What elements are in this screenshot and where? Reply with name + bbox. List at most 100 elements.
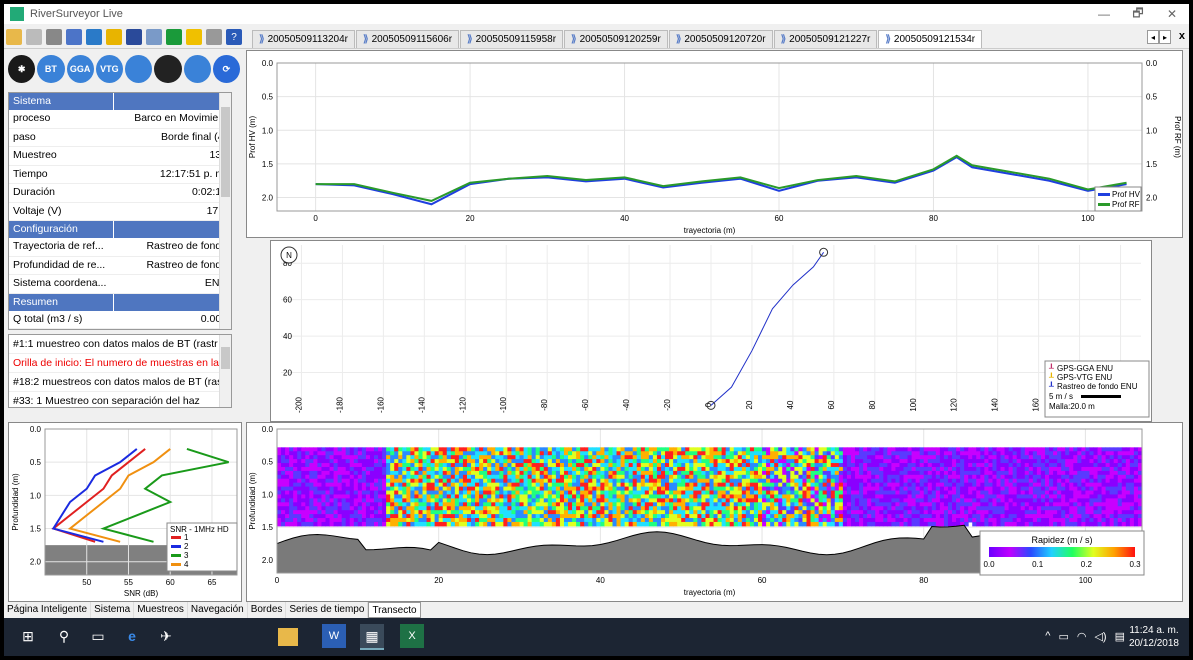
velocity-cell <box>277 463 282 468</box>
message-item[interactable]: Orilla de inicio: El numero de muestras … <box>9 354 231 373</box>
velocity-cell <box>349 466 355 472</box>
velocity-cell <box>543 490 549 495</box>
property-row[interactable]: Tiempo 12:17:51 p. m. <box>9 166 231 184</box>
property-row[interactable]: Sistema coordena... ENU <box>9 275 231 294</box>
sun-icon[interactable] <box>186 29 202 45</box>
velocity-cell <box>426 482 432 488</box>
property-row[interactable]: paso Borde final (4) <box>9 129 231 147</box>
grid-icon[interactable] <box>66 29 82 45</box>
tab-20050509115606r[interactable]: ⟫ 20050509115606r <box>356 30 460 48</box>
bottom-tab-bordes[interactable]: Bordes <box>248 602 287 618</box>
velocity-cell <box>697 455 702 460</box>
chevron-up-icon[interactable]: ^ <box>1045 630 1051 642</box>
message-scrollbar[interactable] <box>219 335 231 407</box>
edge-icon[interactable]: e <box>128 628 136 644</box>
velocity-cell <box>903 494 909 499</box>
property-scrollbar[interactable] <box>219 93 231 329</box>
tab-20050509120720r[interactable]: ⟫ 20050509120720r <box>668 30 773 48</box>
velocity-cell <box>758 506 763 511</box>
velocity-cell <box>458 518 464 523</box>
velocity-cell <box>729 478 735 484</box>
velocity-cell <box>681 498 686 503</box>
tab-next-button[interactable]: ▸ <box>1159 30 1171 44</box>
velocity-cell <box>345 478 351 484</box>
start-icon[interactable]: ⊞ <box>22 627 34 644</box>
velocity-cell <box>697 447 702 452</box>
velocity-cell <box>369 455 375 460</box>
velocity-cell <box>919 447 925 452</box>
bottom-tab-página-inteligente[interactable]: Página Inteligente <box>4 602 92 618</box>
velocity-cell <box>640 466 646 472</box>
property-row[interactable]: proceso Barco en Movimie... <box>9 110 231 129</box>
word-icon[interactable]: W <box>322 624 346 648</box>
velocity-cell <box>1049 510 1054 515</box>
velocity-cell <box>543 474 549 480</box>
velocity-cell <box>834 514 840 519</box>
velocity-cell <box>596 510 601 515</box>
bottom-tab-transecto[interactable]: Transecto <box>368 602 421 618</box>
message-item[interactable]: #18:2 muestreos con datos malos de BT (r… <box>9 373 231 392</box>
bottom-tab-sistema[interactable]: Sistema <box>91 602 135 618</box>
excel-icon[interactable]: X <box>400 624 424 648</box>
velocity-cell <box>947 502 953 507</box>
velocity-cell <box>956 451 961 456</box>
velocity-cell <box>656 494 662 499</box>
velocity-cell <box>458 521 464 527</box>
velocity-cell <box>992 463 997 468</box>
flag-icon[interactable] <box>166 29 182 45</box>
property-row[interactable]: Gasto total correg... <box>9 329 231 330</box>
message-item[interactable]: #1:1 muestreo con datos malos de BT (ras… <box>9 335 231 354</box>
property-row[interactable]: Muestreo138 <box>9 147 231 166</box>
close-button[interactable]: ✕ <box>1166 7 1178 21</box>
open-folder-icon[interactable] <box>6 29 22 45</box>
clock[interactable]: 11:24 a. m. 20/12/2018 <box>1129 624 1179 650</box>
minimize-button[interactable]: — <box>1098 7 1110 21</box>
velocity-cell <box>426 470 432 476</box>
probe-icon[interactable] <box>106 29 122 45</box>
tab-prev-button[interactable]: ◂ <box>1147 30 1159 44</box>
battery-tray-icon[interactable]: ▭ <box>1058 631 1069 643</box>
property-row[interactable]: Trayectoria de ref... Rastreo de fondo <box>9 238 231 257</box>
wifi-icon[interactable]: ◠ <box>1076 631 1087 643</box>
velocity-cell <box>741 506 747 511</box>
velocity-cell <box>394 498 399 503</box>
velocity-cell <box>984 459 989 464</box>
edit-icon[interactable] <box>146 29 162 45</box>
bottom-tab-muestreos[interactable]: Muestreos <box>134 602 188 618</box>
velocity-cell <box>321 506 326 511</box>
bottom-tab-series-de-tiempo[interactable]: Series de tiempo <box>286 602 369 618</box>
velocity-cell <box>790 466 795 472</box>
maximize-button[interactable]: 🗗 <box>1132 5 1144 20</box>
velocity-cell <box>1117 498 1123 503</box>
property-row[interactable]: Q total (m3 / s) 0.005 <box>9 311 231 329</box>
message-item[interactable]: #33: 1 Muestreo con separación del haz <box>9 392 231 407</box>
tab-20050509121534r[interactable]: ⟫ 20050509121534r <box>878 30 983 48</box>
search-icon[interactable]: ⚲ <box>58 627 70 644</box>
velocity-cell <box>458 459 464 464</box>
bottom-tab-navegación[interactable]: Navegación <box>188 602 248 618</box>
satellite-icon[interactable]: ✈ <box>160 627 172 644</box>
volume-icon[interactable]: ◁) <box>1094 631 1107 643</box>
task-view-icon[interactable]: ▭ <box>91 627 105 644</box>
tools-icon[interactable] <box>46 29 62 45</box>
tab-20050509113204r[interactable]: ⟫ 20050509113204r <box>252 30 356 48</box>
velocity-cell <box>652 451 658 456</box>
globe-icon[interactable] <box>86 29 102 45</box>
device-icon[interactable] <box>126 29 142 45</box>
tab-20050509121227r[interactable]: ⟫ 20050509121227r <box>773 30 878 48</box>
tab-20050509115958r[interactable]: ⟫ 20050509115958r <box>460 30 564 48</box>
property-row[interactable]: Duración 0:02:18 <box>9 184 231 203</box>
notification-icon[interactable]: ▤ <box>1114 631 1125 643</box>
help-icon[interactable]: ? <box>226 29 242 45</box>
file-explorer-icon[interactable] <box>278 628 298 646</box>
tab-close-button[interactable]: x <box>1178 30 1185 42</box>
tab-20050509120259r[interactable]: ⟫ 20050509120259r <box>564 30 668 48</box>
velocity-cell <box>927 455 933 460</box>
camera-icon[interactable] <box>206 29 222 45</box>
velocity-cell <box>786 502 791 507</box>
property-row[interactable]: Voltaje (V) 17.9 <box>9 203 231 221</box>
property-row[interactable]: Profundidad de re... Rastreo de fondo <box>9 257 231 275</box>
velocity-cell <box>1081 518 1086 523</box>
riversurveyor-taskbar-icon[interactable]: ▦ <box>360 624 384 650</box>
new-file-icon[interactable] <box>26 29 42 45</box>
